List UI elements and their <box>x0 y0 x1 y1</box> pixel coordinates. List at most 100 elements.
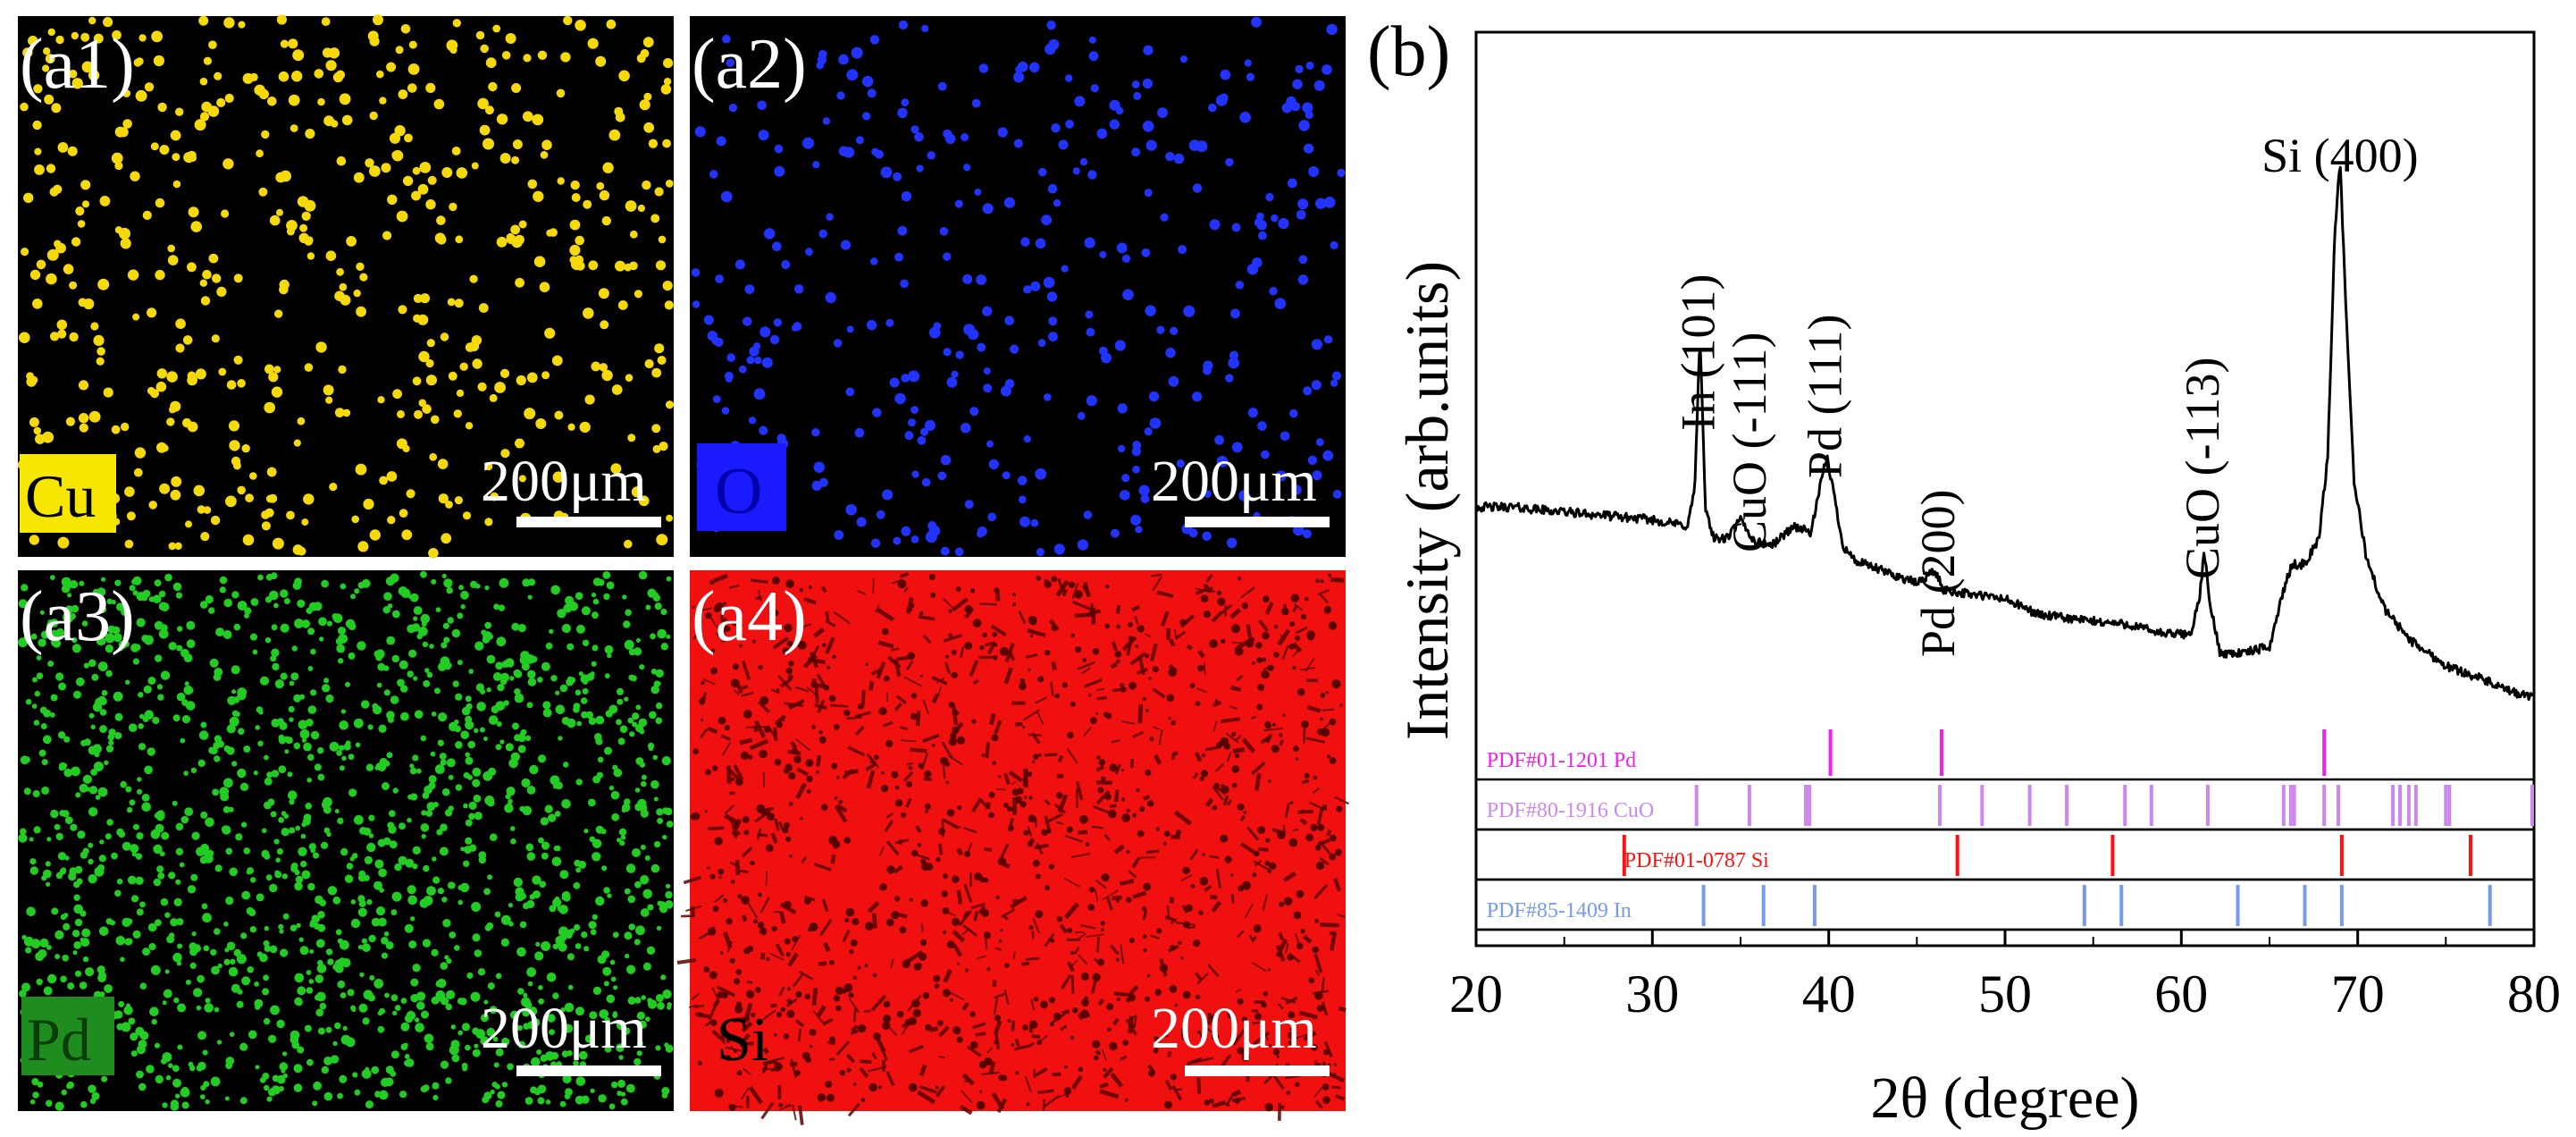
map-dot <box>611 1081 618 1089</box>
map-dot <box>919 611 924 616</box>
map-dot <box>1220 717 1240 724</box>
map-dot <box>1045 885 1051 891</box>
map-dot <box>522 805 533 816</box>
map-dot <box>1096 779 1112 786</box>
map-dot <box>288 705 295 713</box>
map-dot <box>707 927 717 936</box>
map-dot <box>167 255 179 265</box>
map-dot <box>399 509 408 518</box>
map-dot <box>779 1104 793 1111</box>
map-dot <box>465 1044 471 1051</box>
map-dot <box>651 424 661 434</box>
map-dot <box>583 307 594 319</box>
map-dot <box>1301 779 1310 785</box>
map-dot <box>799 588 803 593</box>
map-dot <box>1322 708 1335 712</box>
map-dot <box>237 379 246 388</box>
map-dot <box>216 1040 222 1045</box>
map-dot <box>394 863 402 872</box>
map-dot <box>1053 1012 1061 1021</box>
map-dot <box>558 928 567 937</box>
map-dot <box>834 804 848 823</box>
map-dot <box>237 601 248 611</box>
map-dot <box>1208 1098 1214 1104</box>
map-dot <box>1312 470 1322 481</box>
map-dot <box>357 641 366 651</box>
map-dot <box>1313 953 1323 973</box>
map-dot <box>599 1009 609 1019</box>
peak-label: Si (400) <box>2261 129 2419 182</box>
map-dot <box>866 319 877 331</box>
map-dot <box>1031 1033 1041 1040</box>
map-dot <box>875 604 880 613</box>
map-dot <box>400 1022 410 1032</box>
map-dot <box>88 70 100 81</box>
map-dot <box>575 689 582 696</box>
map-dot <box>665 400 675 409</box>
map-dot <box>411 623 421 632</box>
map-dot <box>738 1032 751 1046</box>
map-dot <box>1254 1000 1265 1005</box>
map-dot <box>1180 956 1184 960</box>
map-dot <box>465 695 472 703</box>
map-dot <box>68 69 78 79</box>
map-dot <box>264 364 274 375</box>
map-dot <box>88 807 98 817</box>
map-dot <box>408 649 417 658</box>
map-dot <box>620 1091 626 1097</box>
map-dot <box>51 633 59 642</box>
map-dot <box>308 979 315 984</box>
map-dot <box>617 1091 623 1097</box>
map-dot <box>1103 712 1110 718</box>
map-dot <box>1284 803 1290 818</box>
map-dot <box>278 737 286 745</box>
map-dot <box>1095 765 1105 772</box>
map-dot <box>1171 1085 1183 1101</box>
map-dot <box>488 81 498 92</box>
map-dot <box>156 442 167 453</box>
map-panel-si: (a4) Si 200μm <box>676 570 1350 1125</box>
map-dot <box>391 891 402 902</box>
map-dot <box>36 259 46 270</box>
map-dot <box>1212 720 1218 732</box>
map-dot <box>222 158 234 170</box>
map-dot <box>410 994 419 1003</box>
map-dot <box>982 306 993 316</box>
map-dot <box>688 1004 699 1008</box>
map-dot <box>439 846 449 856</box>
map-dot <box>400 24 411 34</box>
map-dot <box>1293 745 1299 753</box>
scalebar-text: 200μm <box>481 449 647 514</box>
x-tick-label: 60 <box>2154 964 2208 1023</box>
map-dot <box>518 220 527 229</box>
map-dot <box>1296 209 1306 220</box>
map-dot <box>1273 624 1279 629</box>
map-dot <box>226 941 236 951</box>
map-dot <box>452 19 461 28</box>
map-dot <box>707 826 725 830</box>
map-dot <box>728 769 740 780</box>
map-dot <box>1324 605 1332 613</box>
map-dot <box>723 602 727 606</box>
map-dot <box>306 987 314 994</box>
map-dot <box>327 958 334 965</box>
map-dot <box>482 631 492 641</box>
map-dot <box>943 969 952 983</box>
map-dot <box>1334 1063 1338 1066</box>
map-dot <box>754 810 771 823</box>
map-dot <box>1030 281 1041 291</box>
map-dot <box>549 228 558 237</box>
map-dot <box>495 661 503 670</box>
map-dot <box>1280 634 1284 640</box>
map-dot <box>448 371 457 381</box>
map-dot <box>1288 952 1301 964</box>
map-dot <box>80 910 87 917</box>
map-dot <box>547 1014 556 1023</box>
map-dot <box>750 860 755 866</box>
map-dot <box>166 371 178 383</box>
map-dot <box>314 916 320 922</box>
map-dot <box>928 573 936 581</box>
map-dot <box>231 761 238 767</box>
map-dot <box>712 905 719 913</box>
map-dot <box>55 832 63 841</box>
